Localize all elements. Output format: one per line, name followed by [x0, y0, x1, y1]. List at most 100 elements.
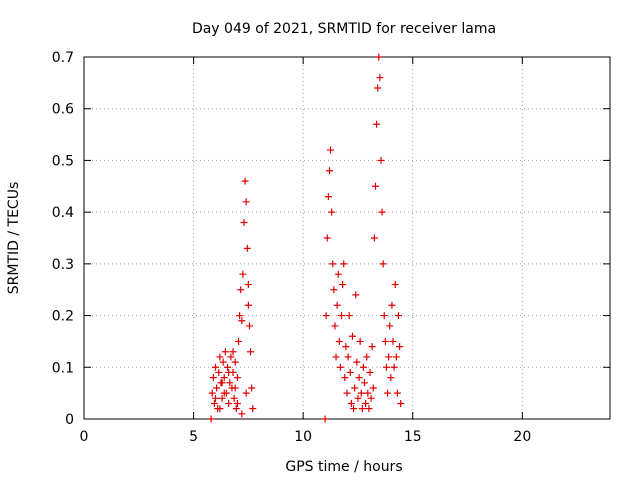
x-tick-label: 0: [80, 429, 89, 445]
data-point: [226, 379, 234, 387]
data-point: [391, 281, 399, 289]
data-point: [225, 368, 233, 376]
data-point: [382, 363, 390, 371]
data-point: [324, 193, 332, 201]
data-point: [371, 182, 379, 190]
data-point: [392, 353, 400, 361]
data-point: [235, 337, 243, 345]
data-point: [231, 384, 239, 392]
data-point: [380, 312, 388, 320]
data-point: [209, 374, 217, 382]
data-point: [322, 312, 330, 320]
grid: [84, 57, 610, 419]
data-point: [388, 301, 396, 309]
data-point: [357, 389, 365, 397]
data-point: [374, 84, 382, 92]
y-tick-label: 0: [65, 412, 74, 428]
data-points: [207, 53, 405, 423]
data-point: [385, 353, 393, 361]
data-point: [242, 198, 250, 206]
data-point: [328, 208, 336, 216]
data-point: [333, 301, 341, 309]
data-point: [340, 260, 348, 268]
data-point: [238, 410, 246, 418]
data-point: [393, 389, 401, 397]
data-point: [331, 322, 339, 330]
data-point: [236, 312, 244, 320]
data-point: [361, 379, 369, 387]
data-point: [387, 374, 395, 382]
data-point: [227, 353, 235, 361]
data-point: [219, 358, 227, 366]
data-point: [363, 353, 371, 361]
chart-title: Day 049 of 2021, SRMTID for receiver lam…: [192, 21, 496, 37]
data-point: [233, 399, 241, 407]
data-point: [389, 337, 397, 345]
y-tick-label: 0.6: [52, 102, 74, 118]
data-point: [323, 234, 331, 242]
data-point: [327, 146, 335, 154]
data-point: [353, 358, 361, 366]
data-point: [212, 363, 219, 371]
data-point: [395, 312, 403, 320]
data-point: [220, 389, 228, 397]
data-point: [224, 363, 232, 371]
data-point: [351, 384, 359, 392]
data-point: [232, 405, 240, 413]
data-point: [373, 120, 381, 128]
data-point: [230, 394, 238, 402]
data-point: [247, 348, 255, 356]
data-point: [218, 379, 226, 387]
data-point: [352, 291, 360, 299]
data-point: [249, 405, 257, 413]
axes-ticks: 0 0.1 0.2 0.3 0.4 0.5 0.6 0.7 0 5 10 15 20: [52, 50, 610, 445]
data-point: [225, 399, 233, 407]
data-point: [386, 322, 394, 330]
data-point: [244, 281, 252, 289]
data-point: [378, 208, 386, 216]
data-point: [335, 337, 343, 345]
data-point: [356, 337, 364, 345]
data-point: [245, 322, 253, 330]
data-point: [229, 348, 237, 356]
data-point: [237, 286, 245, 294]
data-point: [381, 337, 389, 345]
data-point: [336, 363, 344, 371]
x-tick-label: 20: [513, 429, 531, 445]
data-point: [384, 389, 392, 397]
data-point: [396, 343, 404, 351]
data-point: [241, 177, 249, 185]
data-point: [238, 317, 246, 325]
data-point: [210, 399, 218, 407]
y-tick-label: 0.1: [52, 360, 74, 376]
data-point: [343, 389, 351, 397]
data-point: [338, 312, 346, 320]
data-point: [233, 374, 241, 382]
data-point: [330, 286, 338, 294]
data-point: [365, 405, 373, 413]
data-point: [329, 260, 337, 268]
data-point: [362, 399, 370, 407]
data-point: [243, 244, 251, 252]
data-point: [218, 394, 226, 402]
x-axis-label: GPS time / hours: [285, 459, 402, 475]
data-point: [350, 405, 358, 413]
data-point: [379, 260, 387, 268]
data-point: [334, 270, 342, 278]
data-point: [220, 374, 228, 382]
data-point: [212, 394, 219, 402]
data-point: [325, 167, 333, 175]
data-point: [321, 415, 329, 423]
data-point: [347, 399, 355, 407]
data-point: [242, 389, 250, 397]
plot-frame: [83, 56, 611, 420]
y-tick-label: 0.7: [52, 50, 74, 66]
data-point: [231, 358, 239, 366]
data-point: [244, 301, 252, 309]
y-tick-label: 0.2: [52, 309, 74, 325]
data-point: [248, 384, 256, 392]
y-tick-label: 0.3: [52, 257, 74, 273]
data-point: [348, 332, 356, 340]
data-point: [358, 405, 366, 413]
